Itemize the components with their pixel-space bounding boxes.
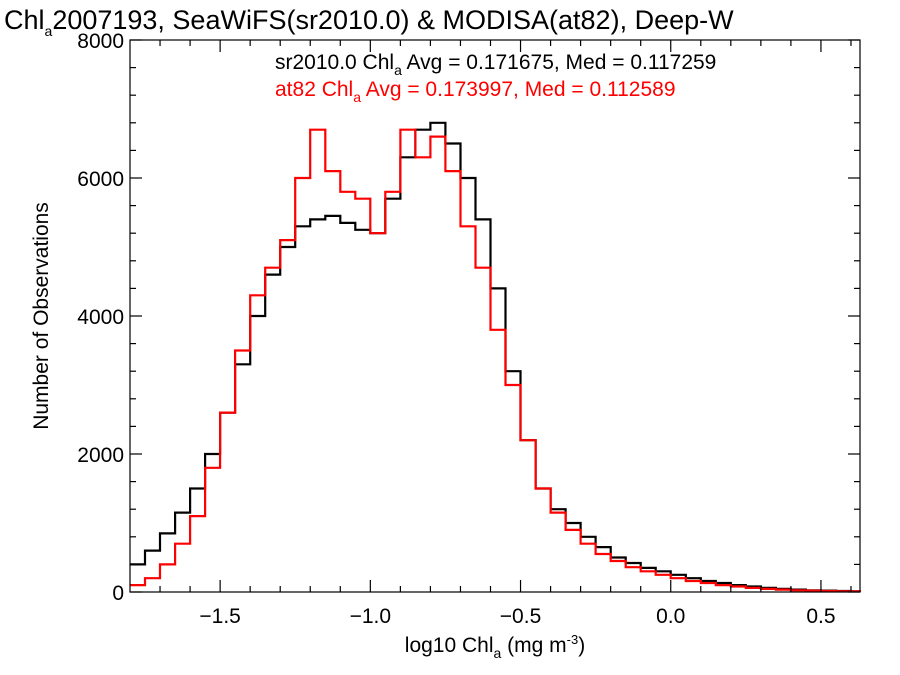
chart-title: Chla2007193, SeaWiFS(sr2010.0) & MODISA(…: [4, 5, 734, 39]
y-axis-label: Number of Observations: [30, 202, 53, 430]
stat-subscript: a: [394, 62, 402, 78]
y-tick-label: 2000: [77, 444, 124, 467]
chart-title-prefix: Chl: [4, 5, 45, 35]
x-axis-label-prefix: log10 Chl: [405, 634, 494, 657]
series-line-sr2010: [130, 121, 860, 593]
stat-suffix: Avg = 0.171675, Med = 0.117259: [402, 51, 717, 74]
stat-prefix: at82 Chl: [275, 78, 353, 101]
y-tick-label: 6000: [77, 168, 124, 191]
stats-legend: sr2010.0 Chla Avg = 0.171675, Med = 0.11…: [275, 51, 716, 105]
x-tick-label: −0.5: [500, 605, 541, 628]
series-layer: [130, 121, 862, 593]
stat-suffix: Avg = 0.173997, Med = 0.112589: [361, 78, 676, 101]
chart-title-subscript: a: [45, 23, 53, 39]
stat-line-at82: at82 Chla Avg = 0.173997, Med = 0.112589: [275, 78, 676, 105]
x-tick-label: −1.0: [350, 605, 391, 628]
x-tick-label: −1.5: [199, 605, 240, 628]
x-axis-label: log10 Chla (mg m-3): [405, 632, 585, 661]
x-axis-label-superscript: -3: [567, 632, 579, 647]
x-axis-label-subscript: a: [494, 645, 502, 661]
x-axis-label-units-suffix: ): [578, 634, 585, 657]
chart-title-main: 2007193, SeaWiFS(sr2010.0) & MODISA(at82…: [52, 5, 734, 35]
stat-subscript: a: [353, 89, 361, 105]
series-line-at82: [130, 128, 862, 593]
y-tick-label: 0: [112, 582, 124, 605]
y-tick-label: 4000: [77, 306, 124, 329]
stat-line-sr2010: sr2010.0 Chla Avg = 0.171675, Med = 0.11…: [275, 51, 716, 78]
stat-prefix: sr2010.0 Chl: [275, 51, 394, 74]
x-tick-label: 0.0: [656, 605, 685, 628]
ticks-layer: −1.5 −1.0 −0.5 0.0 0.5 0 2000 4000 6000 8000: [77, 30, 860, 628]
plot-frame: [129, 39, 861, 593]
x-tick-label: 0.5: [806, 605, 835, 628]
y-tick-label: 8000: [77, 30, 124, 53]
x-axis-label-units: (mg m: [501, 634, 566, 657]
